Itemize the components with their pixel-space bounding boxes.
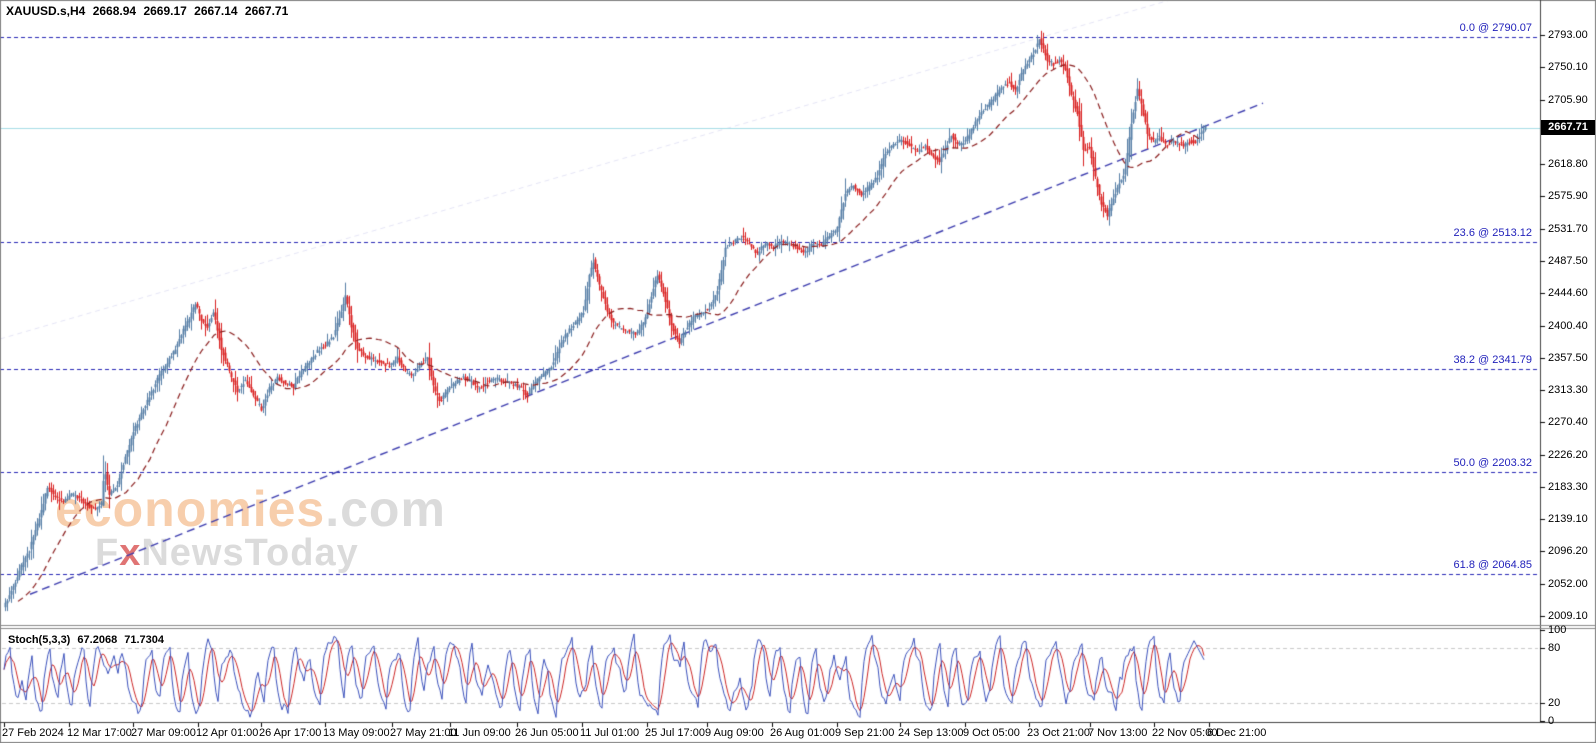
date-axis-label: 12 Apr 01:00 bbox=[196, 727, 259, 739]
price-axis-label: 2226.20 bbox=[1548, 448, 1588, 461]
current-price-box: 2667.71 bbox=[1541, 119, 1595, 135]
price-axis-label: 2400.40 bbox=[1548, 319, 1588, 332]
date-axis-label: 9 Aug 09:00 bbox=[705, 727, 764, 739]
price-axis-label: 2313.30 bbox=[1548, 384, 1588, 397]
current-price-value: 2667.71 bbox=[1548, 120, 1588, 133]
price-axis-label: 2487.50 bbox=[1548, 255, 1588, 268]
date-axis-label: 27 May 21:00 bbox=[390, 727, 457, 739]
date-axis-label: 24 Sep 13:00 bbox=[898, 727, 964, 739]
stochastic-scale-label: 100 bbox=[1548, 623, 1567, 636]
price-axis-label: 2357.50 bbox=[1548, 351, 1588, 364]
date-axis-label: 6 Dec 21:00 bbox=[1207, 727, 1267, 739]
fib-level-label: 61.8 @ 2064.85 bbox=[1453, 559, 1532, 572]
price-axis-label: 2444.60 bbox=[1548, 287, 1588, 300]
date-axis-label: 9 Oct 05:00 bbox=[963, 727, 1020, 739]
chart-title: XAUUSD.s,H4 2668.94 2669.17 2667.14 2667… bbox=[6, 4, 292, 18]
bar-high: 2669.17 bbox=[143, 4, 187, 18]
date-axis-label: 22 Nov 05:00 bbox=[1152, 727, 1218, 739]
date-axis-label: 26 Jun 05:00 bbox=[515, 727, 579, 739]
price-axis-label: 2270.40 bbox=[1548, 416, 1588, 429]
date-axis-label: 11 Jul 01:00 bbox=[580, 727, 640, 739]
stochastic-scale-label: 20 bbox=[1548, 696, 1561, 709]
date-axis-label: 23 Oct 21:00 bbox=[1027, 727, 1090, 739]
fib-level-label: 50.0 @ 2203.32 bbox=[1453, 456, 1532, 469]
stochastic-name: Stoch(5,3,3) bbox=[8, 634, 71, 646]
bar-low: 2667.14 bbox=[194, 4, 238, 18]
bar-close: 2667.71 bbox=[244, 4, 289, 18]
fib-level-label: 0.0 @ 2790.07 bbox=[1459, 22, 1532, 35]
price-axis-label: 2139.10 bbox=[1548, 513, 1588, 526]
price-axis-label: 2009.10 bbox=[1548, 609, 1588, 622]
price-axis-label: 2096.20 bbox=[1548, 545, 1588, 558]
date-axis-label: 11 Jun 09:00 bbox=[448, 727, 511, 739]
stochastic-label: Stoch(5,3,3) 67.2068 71.7304 bbox=[8, 634, 168, 646]
price-axis-label: 2618.80 bbox=[1548, 158, 1588, 171]
stochastic-k-value: 67.2068 bbox=[77, 634, 118, 646]
date-axis-label: 12 Mar 17:00 bbox=[67, 727, 132, 739]
date-axis-label: 27 Feb 2024 bbox=[2, 727, 64, 739]
date-axis-label: 13 May 09:00 bbox=[323, 727, 390, 739]
price-axis-label: 2575.90 bbox=[1548, 189, 1588, 202]
date-axis-label: 26 Aug 01:00 bbox=[770, 727, 835, 739]
date-axis-label: 7 Nov 13:00 bbox=[1088, 727, 1148, 739]
symbol-timeframe: XAUUSD.s,H4 bbox=[6, 4, 86, 18]
date-axis-label: 27 Mar 09:00 bbox=[131, 727, 196, 739]
bar-open: 2668.94 bbox=[92, 4, 137, 18]
price-axis-label: 2183.30 bbox=[1548, 480, 1588, 493]
price-axis-label: 2750.10 bbox=[1548, 60, 1588, 73]
price-axis-label: 2793.00 bbox=[1548, 29, 1588, 41]
stochastic-d-value: 71.7304 bbox=[124, 634, 165, 646]
fib-level-label: 23.6 @ 2513.12 bbox=[1453, 227, 1532, 240]
price-axis-label: 2052.00 bbox=[1548, 577, 1588, 590]
fib-level-label: 38.2 @ 2341.79 bbox=[1453, 354, 1532, 367]
date-axis-label: 9 Sep 21:00 bbox=[835, 727, 895, 739]
price-axis-label: 2531.70 bbox=[1548, 222, 1588, 235]
price-axis-label: 2705.90 bbox=[1548, 93, 1588, 106]
date-axis-label: 26 Apr 17:00 bbox=[259, 727, 322, 739]
date-axis-label: 25 Jul 17:00 bbox=[645, 727, 705, 739]
stochastic-scale-label: 0 bbox=[1548, 715, 1555, 728]
stochastic-scale-label: 80 bbox=[1548, 642, 1561, 655]
